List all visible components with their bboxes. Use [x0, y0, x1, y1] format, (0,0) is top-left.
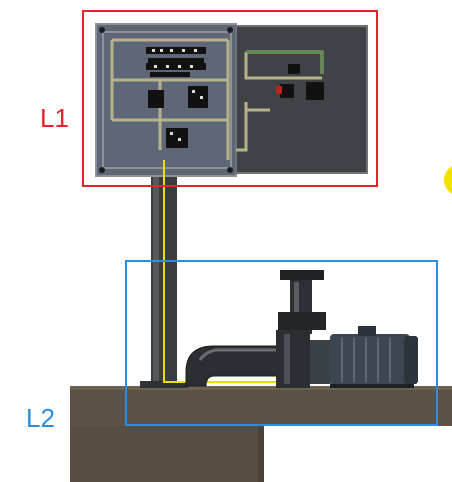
breaker-indicator: [276, 86, 282, 94]
callout-label-l2: L2: [26, 403, 55, 433]
foundation: [70, 386, 452, 482]
foundation-top: [70, 386, 452, 426]
screw-icon: [227, 167, 233, 173]
cabinet-left-panel: [95, 23, 237, 177]
pump-assembly: [185, 270, 418, 388]
foundation-base: [70, 426, 260, 482]
screw-icon: [227, 27, 233, 33]
callout-box-l1: [82, 10, 378, 187]
status-indicator: [444, 166, 452, 194]
control-cabinet: [95, 23, 368, 177]
callout-box-l2: [125, 260, 438, 426]
screw-icon: [99, 27, 105, 33]
riser-flange: [280, 270, 324, 280]
screw-icon: [99, 167, 105, 173]
callout-label-l1: L1: [40, 103, 69, 133]
elbow-pipe: [185, 345, 283, 387]
pump-volute: [276, 330, 310, 388]
cabinet-right-panel: [235, 25, 368, 174]
